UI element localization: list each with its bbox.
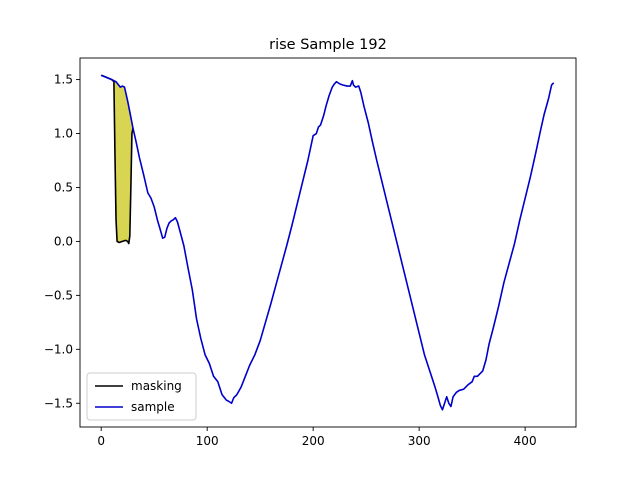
chart-title: rise Sample 192 xyxy=(269,37,387,53)
plot-background xyxy=(80,58,576,427)
y-tick-label: 1.0 xyxy=(54,127,73,141)
masked-region-fill xyxy=(101,75,133,244)
plot-area xyxy=(80,58,576,427)
axes-frame xyxy=(79,57,577,428)
x-tick-label: 400 xyxy=(514,434,537,448)
y-tick-label: −0.5 xyxy=(44,288,73,302)
x-tick-label: 200 xyxy=(302,434,325,448)
legend-label-masking: masking xyxy=(131,379,182,393)
y-tick-label: 0.0 xyxy=(54,234,73,248)
series-line-sample xyxy=(100,74,555,411)
y-tick-label: 0.5 xyxy=(54,180,73,194)
axes: 0 100 200 300 400 −1.5 −1.0 −0.5 0.0 0.5 1.0 1.5 xyxy=(44,57,577,448)
x-tick-label: 0 xyxy=(97,434,105,448)
legend: masking sample xyxy=(86,372,197,421)
legend-box xyxy=(86,372,197,421)
y-tick-label: −1.5 xyxy=(44,396,73,410)
legend-label-sample: sample xyxy=(131,400,175,414)
y-tick-label: 1.5 xyxy=(54,73,73,87)
x-tick-label: 300 xyxy=(408,434,431,448)
x-tick-label: 100 xyxy=(196,434,219,448)
y-tick-label: −1.0 xyxy=(44,342,73,356)
